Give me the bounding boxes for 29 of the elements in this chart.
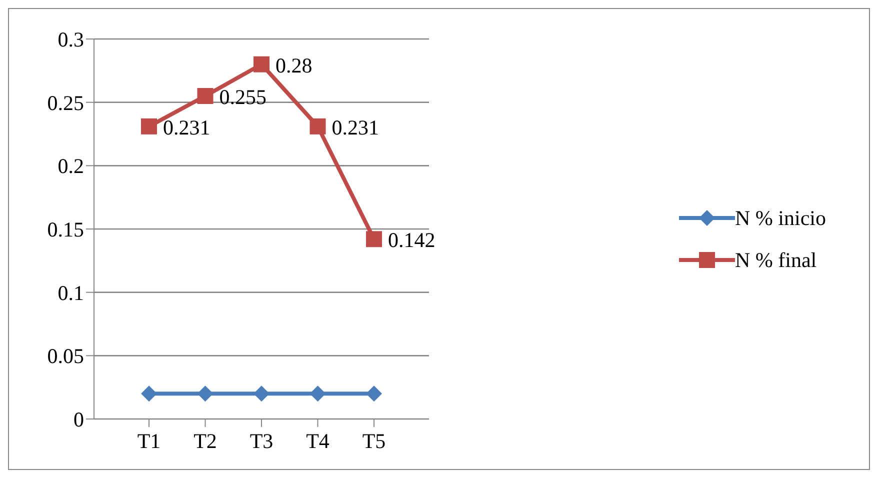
point bbox=[141, 118, 157, 134]
y-tick-label: 0.05 bbox=[47, 344, 84, 368]
point bbox=[197, 88, 214, 104]
point bbox=[254, 386, 270, 402]
legend-label: N % inicio bbox=[735, 206, 826, 230]
point bbox=[141, 386, 157, 402]
y-tick-label: 0.1 bbox=[58, 280, 84, 305]
legend-label: N % final bbox=[735, 248, 817, 272]
point bbox=[310, 386, 326, 402]
x-tick-label: T2 bbox=[194, 428, 217, 453]
point bbox=[366, 231, 382, 248]
y-tick-label: 0.25 bbox=[47, 90, 84, 115]
data-label: 0.231 bbox=[332, 115, 379, 140]
y-tick-label: 0.15 bbox=[47, 217, 84, 242]
y-tick-label: 0.2 bbox=[58, 154, 84, 178]
x-tick-label: T5 bbox=[362, 428, 386, 453]
point bbox=[197, 386, 214, 402]
point bbox=[254, 56, 270, 72]
y-tick-label: 0 bbox=[74, 407, 84, 432]
data-label: 0.28 bbox=[276, 53, 312, 78]
data-label: 0.255 bbox=[219, 85, 266, 109]
y-tick-label: 0.3 bbox=[58, 27, 84, 52]
x-tick-label: T1 bbox=[137, 428, 161, 453]
point bbox=[310, 118, 326, 134]
point bbox=[366, 386, 382, 402]
data-label: 0.231 bbox=[163, 115, 210, 140]
x-tick-label: T4 bbox=[306, 428, 330, 453]
data-label: 0.142 bbox=[388, 228, 436, 252]
x-tick-label: T3 bbox=[250, 428, 274, 453]
